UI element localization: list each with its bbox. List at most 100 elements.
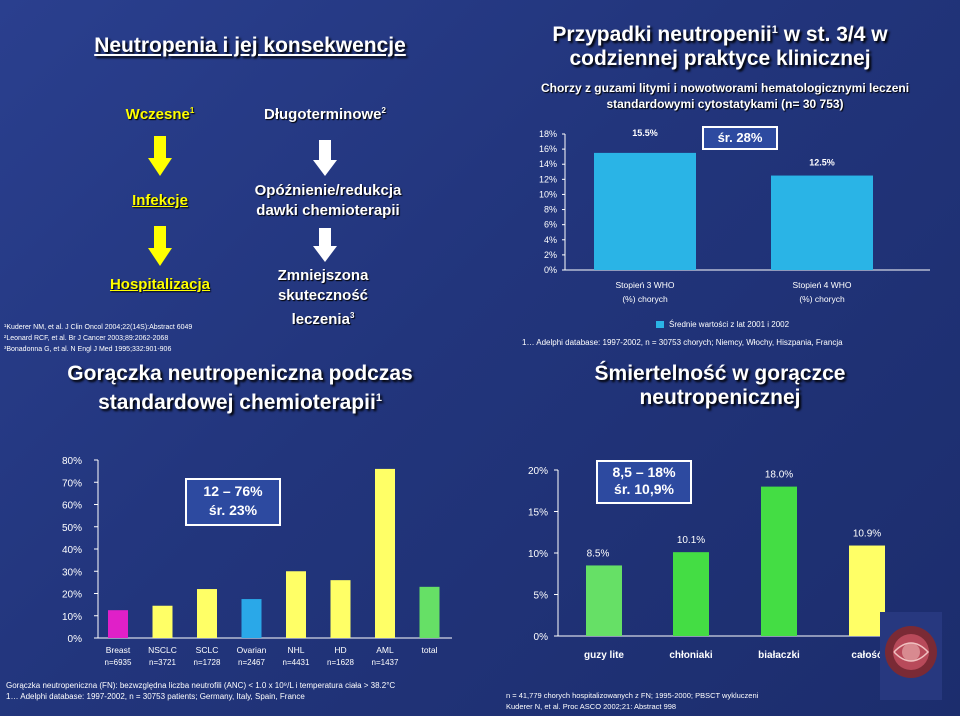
x-category-label: Stopień 3 WHO	[615, 280, 674, 290]
q2-legend-swatch	[656, 321, 664, 329]
mortality-bar	[586, 565, 622, 636]
x-category-label: AML	[376, 645, 394, 655]
q4-footnote-line1: n = 41,779 chorych hospitalizowanych z F…	[506, 691, 759, 700]
q3-box-line1: 12 – 76%	[203, 483, 263, 499]
q2-legend-label: Średnie wartości z lat 2001 i 2002	[669, 320, 790, 329]
early-header-label: Wczesne	[125, 106, 190, 123]
y-tick-label: 16%	[539, 144, 557, 154]
q4-range-box: 8,5 – 18% śr. 10,9%	[596, 460, 692, 504]
mortality-bar	[673, 552, 709, 636]
q3-title-line1: Gorączka neutropeniczna podczas	[67, 362, 413, 385]
q2-title-line1b: w st. 3/4 w	[777, 23, 888, 46]
x-category-label: Ovarian	[237, 645, 267, 655]
x-category-label: Breast	[106, 645, 131, 655]
y-tick-label: 10%	[528, 549, 548, 560]
y-tick-label: 14%	[539, 159, 557, 169]
x-category-label: NHL	[287, 645, 304, 655]
y-tick-label: 5%	[534, 591, 549, 602]
q2-subtitle-line1: Chorzy z guzami litymi i nowotworami hem…	[540, 81, 910, 95]
q3-title-line2-text: standardowej chemioterapii	[98, 391, 376, 414]
bar-value-label: 15.5%	[632, 128, 658, 138]
step-skutecznosc: Zmniejszona skuteczność leczenia3	[258, 266, 388, 330]
fn-bar	[419, 586, 440, 638]
late-header: Długoterminowe2	[245, 106, 405, 123]
y-tick-label: 15%	[528, 508, 548, 519]
y-tick-label: 20%	[62, 590, 82, 601]
y-tick-label: 18%	[539, 129, 557, 139]
y-tick-label: 6%	[544, 220, 557, 230]
x-category-sublabel: n=1437	[372, 658, 399, 667]
y-tick-label: 4%	[544, 235, 557, 245]
bar-value-label: 10.9%	[853, 529, 881, 540]
q4-footnote: n = 41,779 chorych hospitalizowanych z F…	[506, 690, 758, 712]
y-tick-label: 0%	[68, 634, 83, 645]
q3-box-line2: śr. 23%	[208, 502, 258, 518]
q2-average-box: śr. 28%	[702, 126, 778, 150]
x-category-sublabel: n=6935	[105, 658, 132, 667]
bar-value-label: 18.0%	[765, 470, 793, 481]
q1-references: ¹Kuderer NM, et al. J Clin Oncol 2004;22…	[4, 322, 244, 355]
x-category-sublabel: (%) chorych	[622, 294, 668, 304]
x-category-label: guzy lite	[584, 650, 624, 661]
late-arrow-1	[313, 140, 337, 176]
q4-title: Śmiertelność w gorączce neutropenicznej	[500, 362, 940, 410]
y-tick-label: 40%	[62, 545, 82, 556]
fn-chart: 0% 10% 20% 30% 40% 50% 60% 70% 80% Breast n=6935 NS…	[62, 456, 452, 667]
y-tick-label: 8%	[544, 205, 557, 215]
bar-value-label: 10.1%	[677, 535, 705, 546]
q4-box-line2: śr. 10,9%	[614, 481, 674, 497]
q4-title-line2: neutropenicznej	[639, 386, 801, 409]
x-category-sublabel: (%) chorych	[799, 294, 845, 304]
x-category-sublabel: n=3721	[149, 658, 176, 667]
q3-title-sup: 1	[375, 392, 382, 404]
y-tick-label: 30%	[62, 567, 82, 578]
ref-2: ²Leonard RCF, et al. Br J Cancer 2003;89…	[4, 335, 169, 342]
q3-footnote: Gorączka neutropeniczna (FN): bezwzględn…	[6, 680, 395, 702]
mortality-bar	[761, 486, 797, 636]
q3-footnote-line1: Gorączka neutropeniczna (FN): bezwzględn…	[6, 681, 396, 690]
q2-footnote: 1… Adelphi database: 1997-2002, n = 3075…	[522, 338, 843, 347]
q2-title-line1: Przypadki neutropenii1 w st. 3/4 w	[500, 18, 940, 47]
q2-subtitle-line2: standardowymi cytostatykami (n= 30 753)	[606, 97, 844, 111]
q2-title-line2: codziennej praktyce klinicznej	[569, 47, 871, 70]
fn-bar	[197, 589, 217, 638]
cell-logo-icon	[880, 612, 942, 700]
bar-value-label: 12.5%	[809, 158, 835, 168]
x-category-label: całość	[851, 650, 883, 661]
x-category-label: Stopień 4 WHO	[792, 280, 851, 290]
q2-subtitle: Chorzy z guzami litymi i nowotworami hem…	[495, 80, 955, 112]
x-category-sublabel: n=2467	[238, 658, 265, 667]
y-tick-label: 80%	[62, 456, 82, 467]
q1-title: Neutropenia i jej konsekwencje	[94, 34, 406, 57]
y-tick-label: 60%	[62, 501, 82, 512]
ref-3: ³Bonadonna G, et al. N Engl J Med 1995;3…	[4, 346, 172, 353]
q2-title: Przypadki neutropenii1 w st. 3/4 w codzi…	[500, 18, 940, 71]
y-tick-label: 12%	[539, 174, 557, 184]
bar-value-label: 8.5%	[587, 548, 610, 559]
q2-legend: Średnie wartości z lat 2001 i 2002	[656, 320, 789, 329]
early-header-sup: 1	[189, 106, 195, 115]
q3-title-line2: standardowej chemioterapii1	[30, 386, 450, 415]
q3-range-box: 12 – 76% śr. 23%	[185, 478, 281, 526]
late-header-sup: 2	[381, 106, 386, 115]
q2-title-line1a: Przypadki neutropenii	[552, 23, 772, 46]
x-category-label: HD	[334, 645, 346, 655]
x-category-label: SCLC	[196, 645, 219, 655]
mortality-bar	[849, 545, 885, 636]
late-header-label: Długoterminowe	[264, 106, 382, 123]
x-category-sublabel: n=1728	[194, 658, 221, 667]
step-opoznienie: Opóźnienie/redukcja dawki chemioterapii	[254, 182, 402, 219]
q3-footnote-line2: 1… Adelphi database: 1997-2002, n = 3075…	[6, 692, 305, 701]
step-skutecznosc-sup: 3	[349, 311, 355, 320]
step-hospitalizacja: Hospitalizacja	[109, 276, 211, 293]
q4-box-line1: 8,5 – 18%	[612, 464, 676, 480]
step-skutecznosc-text: Zmniejszona skuteczność leczenia	[277, 267, 369, 328]
fn-bar	[108, 610, 128, 638]
ref-1: ¹Kuderer NM, et al. J Clin Oncol 2004;22…	[4, 324, 193, 331]
x-category-label: NSCLC	[148, 645, 177, 655]
y-tick-label: 2%	[544, 250, 557, 260]
fn-bar	[286, 571, 306, 638]
y-tick-label: 0%	[534, 632, 549, 643]
y-tick-label: 70%	[62, 478, 82, 489]
fn-bar	[241, 599, 262, 638]
